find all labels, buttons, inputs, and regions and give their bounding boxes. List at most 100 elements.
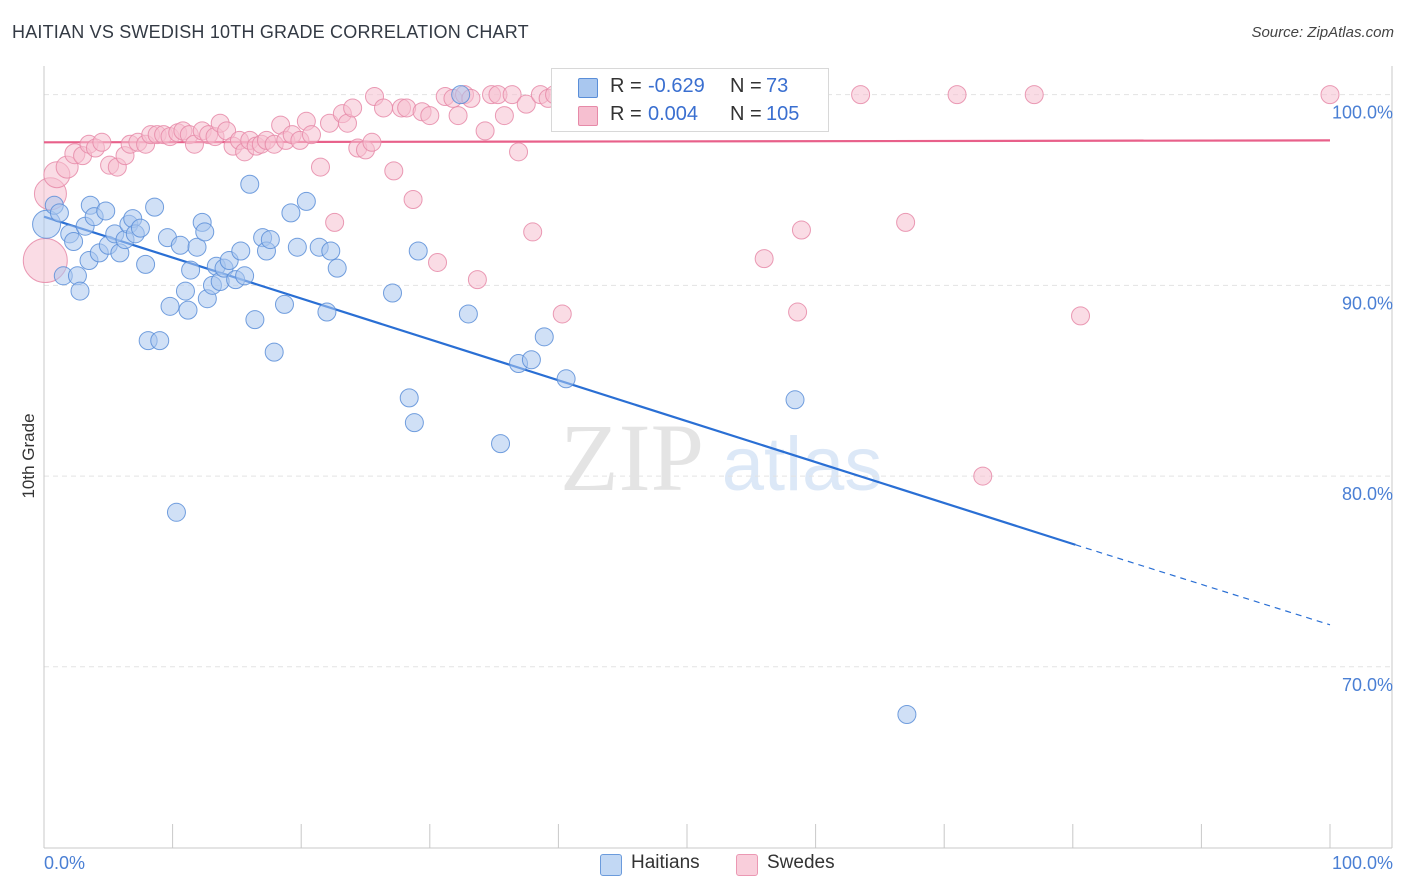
point-swedes — [467, 270, 487, 290]
y-axis-label: 10th Grade — [19, 413, 38, 498]
source-label: Source: ZipAtlas.com — [1251, 24, 1394, 41]
point-swedes — [1071, 306, 1091, 326]
tick-labels: 100.0% 90.0% 80.0% 70.0% 0.0% 100.0% — [44, 103, 1393, 873]
point-haitians — [160, 296, 180, 316]
point-haitians — [534, 327, 554, 347]
point-haitians — [317, 302, 337, 322]
point-haitians — [136, 254, 156, 274]
point-swedes — [947, 85, 967, 105]
point-swedes — [428, 252, 448, 272]
legend-swatch-pink — [578, 106, 598, 126]
point-haitians — [383, 283, 403, 303]
point-swedes — [973, 466, 993, 486]
n-label: N = — [730, 75, 762, 97]
point-swedes — [325, 212, 345, 232]
point-haitians — [166, 502, 186, 522]
legend-swatch-pink — [736, 854, 758, 876]
point-haitians — [785, 390, 805, 410]
legend-label: Swedes — [767, 852, 835, 873]
n-label: N = — [730, 103, 762, 125]
legend-swatch-blue — [578, 78, 598, 98]
point-haitians — [897, 704, 917, 724]
x-tick-label: 0.0% — [44, 853, 85, 873]
legend-swatch-blue — [600, 854, 622, 876]
point-swedes — [523, 222, 543, 242]
y-tick-label: 90.0% — [1342, 293, 1393, 313]
point-haitians — [321, 241, 341, 261]
point-haitians — [187, 237, 207, 257]
point-haitians — [287, 237, 307, 257]
point-swedes — [475, 121, 495, 141]
point-haitians — [235, 266, 255, 286]
point-haitians — [556, 369, 576, 389]
point-haitians — [240, 174, 260, 194]
point-haitians — [145, 197, 165, 217]
legend-label: Haitians — [631, 852, 700, 873]
point-swedes — [516, 94, 536, 114]
point-swedes — [754, 249, 774, 269]
r-value: 0.004 — [648, 103, 699, 125]
point-swedes — [374, 98, 394, 118]
x-tick-label: 100.0% — [1332, 853, 1393, 873]
point-haitians — [181, 260, 201, 280]
point-swedes — [92, 132, 112, 152]
point-swedes — [788, 302, 808, 322]
point-swedes — [552, 304, 572, 324]
point-swedes — [403, 190, 423, 210]
r-value: -0.629 — [648, 75, 705, 97]
point-swedes — [384, 161, 404, 181]
point-haitians — [327, 258, 347, 278]
n-value: 73 — [766, 75, 789, 97]
y-tick-label: 80.0% — [1342, 484, 1393, 504]
point-haitians — [296, 191, 316, 211]
point-swedes — [509, 142, 529, 162]
point-haitians — [451, 85, 471, 105]
point-haitians — [408, 241, 428, 261]
trend-line-extension — [1075, 544, 1331, 626]
point-haitians — [170, 235, 190, 255]
point-haitians — [281, 203, 301, 223]
point-swedes — [448, 106, 468, 126]
point-swedes — [362, 132, 382, 152]
point-haitians — [260, 230, 280, 250]
point-swedes — [1024, 85, 1044, 105]
point-haitians — [175, 281, 195, 301]
point-haitians — [521, 350, 541, 370]
point-haitians — [178, 300, 198, 320]
point-haitians — [96, 201, 116, 221]
point-swedes — [896, 212, 916, 232]
r-label: R = — [610, 103, 642, 125]
point-haitians — [458, 304, 478, 324]
point-haitians — [245, 310, 265, 330]
watermark-zip: ZIP — [560, 404, 704, 511]
point-haitians — [264, 342, 284, 362]
point-haitians — [399, 388, 419, 408]
y-tick-label: 100.0% — [1332, 103, 1393, 123]
watermark: ZIP atlas — [560, 404, 882, 511]
n-value: 105 — [766, 103, 800, 125]
point-swedes — [301, 125, 321, 145]
point-haitians — [491, 434, 511, 454]
point-swedes — [1320, 85, 1340, 105]
r-label: R = — [610, 75, 642, 97]
chart-title: HAITIAN VS SWEDISH 10TH GRADE CORRELATIO… — [12, 22, 529, 42]
y-tick-label: 70.0% — [1342, 675, 1393, 695]
point-haitians — [150, 331, 170, 351]
trend-lines — [43, 139, 1331, 626]
point-swedes — [494, 106, 514, 126]
point-swedes — [851, 85, 871, 105]
point-swedes — [420, 106, 440, 126]
point-haitians — [64, 231, 84, 251]
point-haitians — [274, 294, 294, 314]
point-haitians — [231, 241, 251, 261]
legend-row-swedes: R = 0.004 N = 105 — [552, 101, 828, 129]
point-haitians — [404, 413, 424, 433]
legend-row-haitians: R = -0.629 N = 73 — [552, 73, 828, 101]
watermark-atlas: atlas — [722, 422, 883, 507]
point-swedes — [310, 157, 330, 177]
point-haitians — [130, 218, 150, 238]
point-haitians — [49, 203, 69, 223]
point-haitians — [70, 281, 90, 301]
correlation-legend: R = -0.629 N = 73 R = 0.004 N = 105 — [551, 68, 829, 132]
